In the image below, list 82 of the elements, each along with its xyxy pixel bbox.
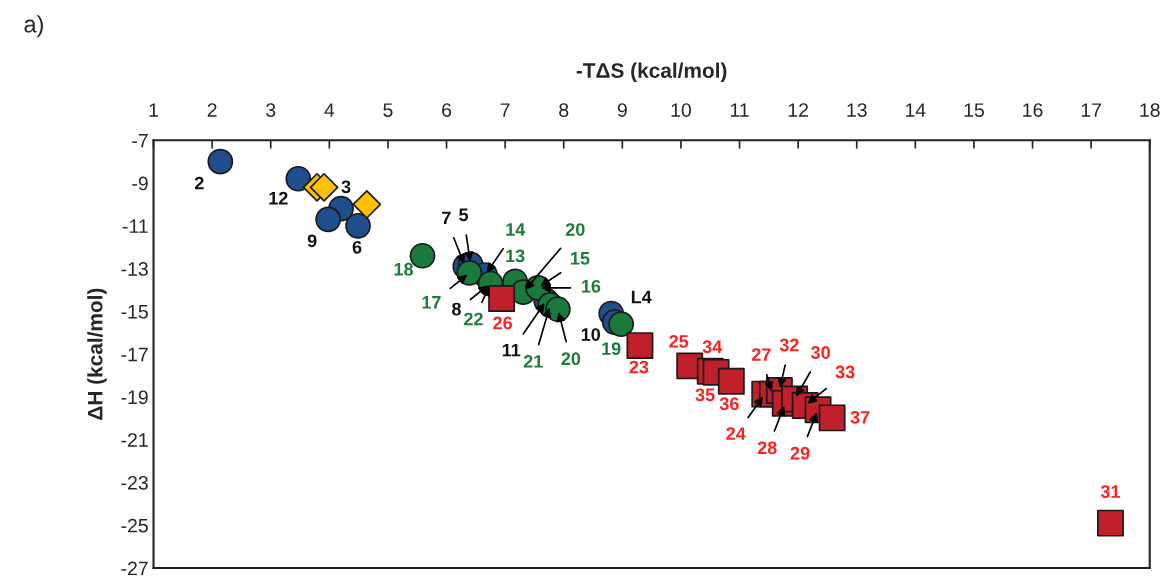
annotation: 28 bbox=[757, 441, 777, 455]
annotation: 15 bbox=[571, 252, 590, 265]
y-tick-label: -23 bbox=[121, 475, 148, 490]
annotation: 3 bbox=[341, 180, 351, 194]
point bbox=[207, 148, 234, 175]
point bbox=[626, 332, 654, 360]
annotation: 34 bbox=[702, 340, 723, 354]
annotation: L4 bbox=[631, 290, 652, 304]
annotation: 19 bbox=[602, 342, 621, 356]
annotation: 10 bbox=[581, 328, 601, 341]
x-tick-label: 17 bbox=[1081, 103, 1101, 117]
x-tick-label: 13 bbox=[847, 103, 867, 117]
annotation: 7 bbox=[442, 211, 451, 225]
annotation: 20 bbox=[565, 223, 585, 236]
annotation: 18 bbox=[394, 262, 413, 276]
y-tick-label: -19 bbox=[121, 390, 148, 405]
point bbox=[488, 285, 516, 312]
y-axis-title: ΔH (kcal/mol) bbox=[87, 288, 107, 420]
x-tick-label: 2 bbox=[207, 103, 217, 117]
text: a) bbox=[24, 15, 43, 38]
x-tick-label: 12 bbox=[788, 103, 808, 117]
annotation: 29 bbox=[790, 446, 810, 460]
annotation: 11 bbox=[502, 343, 521, 357]
point bbox=[456, 260, 483, 286]
annotation: 17 bbox=[422, 296, 441, 309]
annotation: 36 bbox=[719, 397, 739, 411]
x-tick-label: 1 bbox=[149, 103, 158, 117]
annotation: 24 bbox=[726, 427, 746, 440]
point bbox=[315, 206, 342, 233]
annotation: 25 bbox=[669, 334, 689, 348]
annotation: 26 bbox=[493, 316, 513, 330]
x-tick-label: 10 bbox=[671, 103, 691, 117]
annotation: 13 bbox=[506, 249, 525, 263]
y-tick-label: -17 bbox=[121, 347, 148, 362]
annotation: 16 bbox=[582, 279, 601, 293]
y-tick-label: -7 bbox=[132, 133, 148, 148]
y-tick-label: -27 bbox=[121, 561, 148, 576]
point bbox=[345, 212, 371, 239]
y-tick-label: -13 bbox=[121, 262, 148, 276]
annotation: 32 bbox=[779, 338, 799, 352]
annotation: 27 bbox=[751, 348, 771, 361]
annotation: 33 bbox=[835, 365, 855, 379]
y-tick-label: -11 bbox=[122, 219, 148, 233]
annotation: 2 bbox=[194, 176, 204, 190]
annotation: 14 bbox=[506, 223, 526, 236]
point bbox=[309, 172, 339, 202]
annotation: 8 bbox=[452, 302, 461, 316]
x-tick-label: 7 bbox=[500, 103, 510, 117]
point bbox=[818, 404, 846, 432]
point bbox=[1097, 509, 1124, 537]
annotation: 9 bbox=[307, 234, 317, 248]
point bbox=[285, 165, 312, 192]
y-tick-label: -25 bbox=[121, 518, 148, 533]
annotation: 12 bbox=[269, 191, 288, 205]
annotation: 37 bbox=[850, 410, 870, 424]
annotation: 5 bbox=[459, 208, 469, 222]
annotation: 23 bbox=[629, 360, 649, 374]
annotation: 35 bbox=[695, 388, 715, 402]
annotation: 21 bbox=[523, 355, 543, 368]
annotation: 6 bbox=[352, 240, 362, 254]
y-tick-label: -15 bbox=[121, 305, 148, 319]
x-tick-label: 15 bbox=[964, 103, 984, 117]
y-tick-label: -9 bbox=[132, 176, 148, 191]
x-axis-title: -TΔS (kcal/mol) bbox=[576, 62, 727, 83]
annotation: 31 bbox=[1100, 485, 1121, 498]
point bbox=[608, 311, 635, 338]
x-tick-label: 9 bbox=[617, 103, 627, 117]
x-tick-label: 4 bbox=[324, 103, 335, 117]
x-tick-label: 18 bbox=[1140, 103, 1160, 117]
x-tick-label: 6 bbox=[442, 103, 452, 117]
x-tick-label: 3 bbox=[266, 103, 276, 117]
annotation: 20 bbox=[561, 352, 581, 366]
annotation: 30 bbox=[810, 346, 830, 359]
point bbox=[717, 367, 745, 395]
y-tick-label: -21 bbox=[121, 433, 148, 447]
point bbox=[352, 190, 382, 219]
x-tick-label: 8 bbox=[559, 103, 569, 117]
x-tick-label: 5 bbox=[383, 103, 393, 117]
annotation: 22 bbox=[464, 312, 483, 326]
x-tick-label: 14 bbox=[906, 103, 926, 117]
x-tick-label: 11 bbox=[730, 103, 749, 117]
x-tick-label: 16 bbox=[1023, 103, 1043, 117]
